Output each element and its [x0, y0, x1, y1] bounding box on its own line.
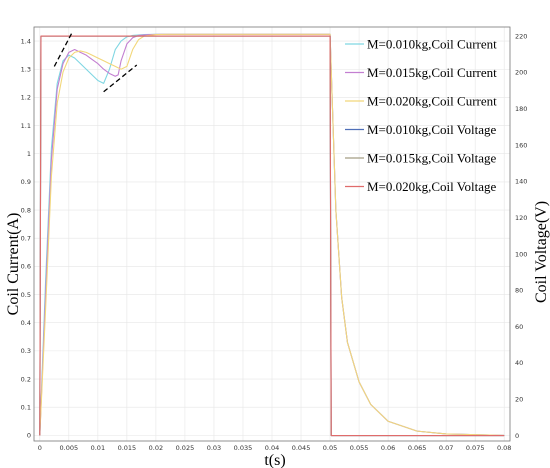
x-tick-label: 0.02 — [149, 444, 163, 452]
y-right-tick-labels: 0 20 40 60 80 100 120 140 160 180 200 220 — [515, 32, 527, 439]
y-left-tick-label: 0.6 — [21, 263, 31, 271]
y-left-tick-label: 0.2 — [21, 375, 31, 383]
x-tick-label: 0.04 — [265, 444, 279, 452]
x-tick-label: 0.055 — [350, 444, 369, 452]
x-tick-label: 0 — [38, 444, 42, 452]
series-line-3 — [39, 33, 505, 436]
y-left-tick-label: 1 — [27, 150, 31, 158]
y-left-tick-label: 1.4 — [21, 37, 31, 45]
y-left-tick-label: 0.5 — [21, 291, 31, 299]
annotation-dashed-line-2 — [103, 64, 138, 93]
x-tick-label: 0.065 — [408, 444, 427, 452]
y-left-tick-label: 0.1 — [21, 404, 31, 412]
y-right-axis-title: Coil Voltage(V) — [533, 201, 550, 303]
y-left-tick-label: 1.2 — [21, 94, 31, 102]
x-tick-label: 0.05 — [323, 444, 337, 452]
y-left-tick-label: 1.1 — [21, 122, 31, 130]
legend-label: M=0.020kg,Coil Voltage — [367, 179, 497, 194]
y-right-tick-label: 200 — [515, 69, 527, 77]
x-tick-label: 0.03 — [207, 444, 221, 452]
legend-label: M=0.015kg,Coil Voltage — [367, 151, 497, 166]
y-left-tick-label: 0.8 — [21, 206, 31, 214]
y-right-tick-label: 40 — [515, 359, 523, 367]
y-right-tick-label: 220 — [515, 32, 527, 40]
x-tick-label: 0.035 — [234, 444, 253, 452]
y-left-tick-label: 1.3 — [21, 66, 31, 74]
grid — [34, 27, 510, 441]
y-right-tick-label: 0 — [515, 432, 519, 440]
y-right-tick-label: 60 — [515, 323, 523, 331]
y-right-tick-label: 100 — [515, 250, 527, 258]
y-right-tick-label: 180 — [515, 105, 527, 113]
x-tick-label: 0.06 — [381, 444, 395, 452]
x-tick-label: 0.045 — [292, 444, 311, 452]
annotations — [53, 32, 138, 93]
x-tick-label: 0.07 — [439, 444, 453, 452]
legend-label: M=0.020kg,Coil Current — [367, 94, 497, 109]
series-lines — [39, 33, 505, 437]
y-left-tick-labels: 0 0.1 0.2 0.3 0.4 0.5 0.6 0.7 0.8 0.9 1 1.1 1.2 1.3 1.… — [21, 37, 31, 439]
legend: M=0.010kg,Coil Current M=0.015kg,Coil Cur… — [345, 37, 497, 194]
annotation-dashed-line-1 — [53, 32, 73, 67]
x-tick-label: 0.015 — [118, 444, 137, 452]
plot-frame — [33, 26, 511, 442]
x-tick-labels: 0 0.005 0.01 0.015 0.02 0.025 0.03 0.035 0.04 0.0… — [38, 444, 512, 452]
x-tick-label: 0.005 — [60, 444, 79, 452]
y-right-tick-label: 20 — [515, 396, 523, 404]
y-left-tick-label: 0.4 — [21, 319, 31, 327]
y-right-tick-label: 140 — [515, 178, 527, 186]
legend-label: M=0.010kg,Coil Current — [367, 37, 497, 52]
x-tick-label: 0.01 — [91, 444, 105, 452]
x-tick-label: 0.08 — [497, 444, 511, 452]
y-right-tick-label: 160 — [515, 141, 527, 149]
legend-label: M=0.010kg,Coil Voltage — [367, 122, 497, 137]
y-left-tick-label: 0 — [27, 432, 31, 440]
y-right-tick-label: 80 — [515, 287, 523, 295]
y-left-tick-label: 0.9 — [21, 178, 31, 186]
x-tick-label: 0.025 — [176, 444, 195, 452]
y-left-axis-title: Coil Current(A) — [5, 213, 22, 316]
x-tick-label: 0.075 — [466, 444, 485, 452]
x-axis-title: t(s) — [264, 452, 285, 468]
series-line-6 — [39, 35, 505, 437]
y-left-tick-label: 0.7 — [21, 235, 31, 243]
legend-label: M=0.015kg,Coil Current — [367, 65, 497, 80]
y-right-tick-label: 120 — [515, 214, 527, 222]
y-left-tick-label: 0.3 — [21, 347, 31, 355]
